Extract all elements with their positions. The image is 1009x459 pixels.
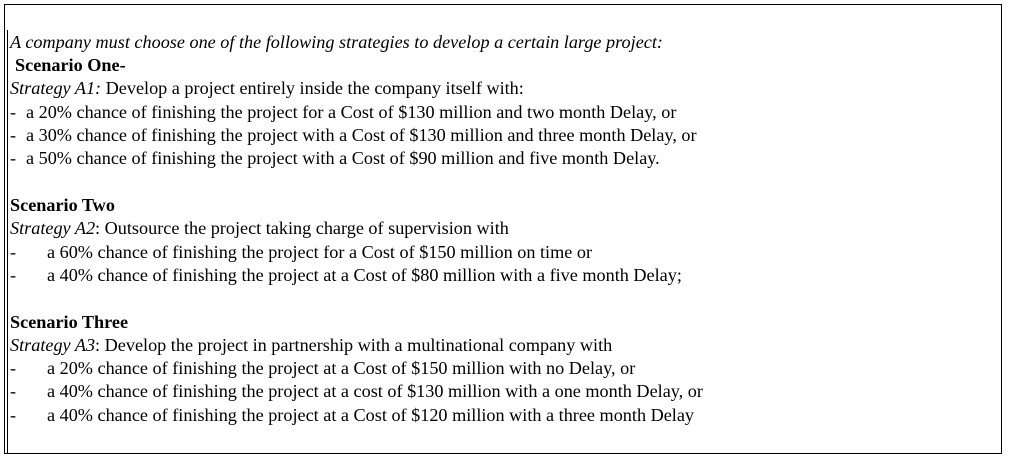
bullet-dash: - [10,124,17,145]
option-text: a 20% chance of finishing the project fo… [26,101,677,122]
strategy-a1-desc: Develop a project entirely inside the co… [101,78,524,99]
bullet-dash: - [10,381,17,402]
option-text: a 40% chance of finishing the project at… [47,381,703,402]
inner-left-rule [7,30,8,454]
bullet-dash: - [10,358,17,379]
option-text: a 60% chance of finishing the project fo… [47,241,592,262]
option-text: a 30% chance of finishing the project wi… [26,124,697,145]
list-item: - a 20% chance of finishing the project a… [10,357,990,380]
scenario-one-strategy: Strategy A1: Develop a project entirely … [10,77,990,100]
section-spacer [10,170,990,194]
option-text: a 20% chance of finishing the project at… [47,358,636,379]
bullet-dash: - [10,264,17,285]
list-item: -a 30% chance of finishing the project w… [10,124,990,147]
strategy-a3-name: Strategy A3 [10,335,96,356]
bullet-dash: - [10,101,17,122]
bullet-dash: - [10,241,17,262]
list-item: -a 50% chance of finishing the project w… [10,147,990,170]
bullet-dash: - [10,147,17,168]
strategy-a2-desc: : Outsource the project taking charge of… [95,218,509,239]
bullet-dash: - [10,404,17,425]
option-text: a 40% chance of finishing the project at… [47,404,695,425]
scenario-one-title: Scenario One- [15,55,126,76]
list-item: - a 40% chance of finishing the project a… [10,264,990,287]
section-spacer [10,287,990,311]
list-item: - a 60% chance of finishing the project f… [10,241,990,264]
document-frame [4,4,1002,454]
strategy-a2-name: Strategy A2 [10,218,96,239]
option-text: a 50% chance of finishing the project wi… [26,147,660,168]
scenario-three-title: Scenario Three [10,311,129,332]
document-content: A company must choose one of the followi… [10,31,990,427]
intro-text: A company must choose one of the followi… [10,32,663,52]
scenario-two-title: Scenario Two [10,195,115,216]
scenario-two-strategy: Strategy A2: Outsource the project takin… [10,217,990,240]
list-item: - a 40% chance of finishing the project a… [10,404,990,427]
list-item: -a 20% chance of finishing the project f… [10,101,990,124]
option-text: a 40% chance of finishing the project at… [47,264,682,285]
strategy-a3-desc: : Develop the project in partnership wit… [95,335,613,356]
strategy-a1-name: Strategy A1: [10,78,102,99]
list-item: - a 40% chance of finishing the project a… [10,380,990,403]
scenario-three-strategy: Strategy A3: Develop the project in part… [10,334,990,357]
